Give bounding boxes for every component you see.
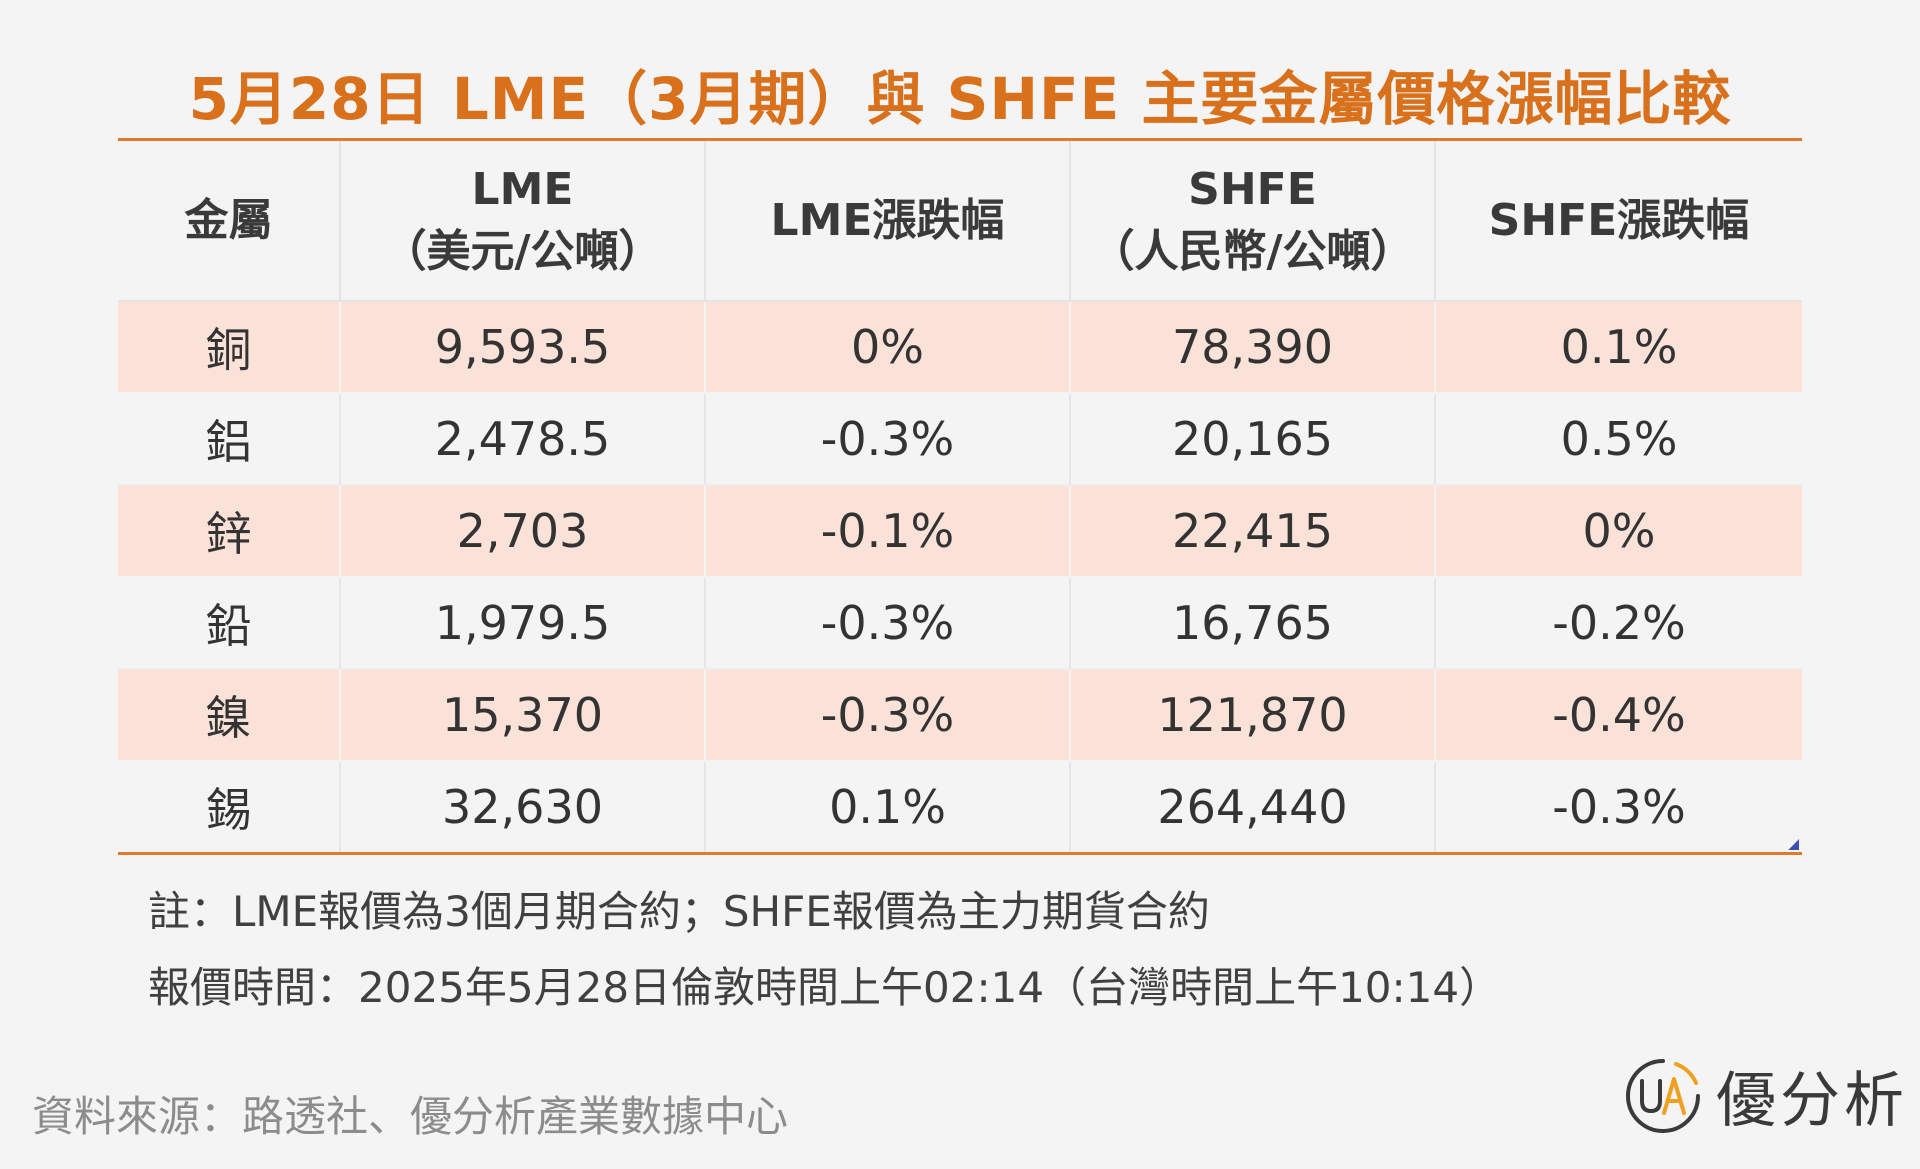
table-row: 鉛 1,979.5 -0.3% 16,765 -0.2% — [118, 577, 1802, 670]
header-label: SHFE — [1188, 163, 1317, 215]
header-unit: （美元/公噸） — [382, 225, 663, 277]
cell-shfe-change: -0.2% — [1434, 577, 1802, 670]
cell-shfe-price: 22,415 — [1069, 485, 1435, 578]
footnotes: 註：LME報價為3個月期合約；SHFE報價為主力期貨合約 報價時間：2025年5… — [148, 880, 1501, 1032]
cell-lme-change: -0.1% — [704, 485, 1070, 578]
header-lme-price: LME （美元/公噸） — [339, 139, 705, 302]
header-label: LME漲跌幅 — [770, 194, 1005, 246]
cell-shfe-change: 0% — [1434, 485, 1802, 578]
header-shfe-price: SHFE （人民幣/公噸） — [1069, 139, 1435, 302]
data-source: 資料來源：路透社、優分析產業數據中心 — [32, 1092, 789, 1141]
cell-shfe-price: 16,765 — [1069, 577, 1435, 670]
cell-metal: 鉛 — [118, 577, 340, 670]
header-shfe-change: SHFE漲跌幅 — [1434, 139, 1802, 302]
ua-logo-icon — [1626, 1058, 1700, 1133]
cell-shfe-price: 121,870 — [1069, 669, 1435, 762]
table-row: 銅 9,593.5 0% 78,390 0.1% — [118, 301, 1802, 394]
table-header: 金屬 LME （美元/公噸） LME漲跌幅 SHFE （人民幣/公噸） SHFE漲跌… — [118, 139, 1802, 302]
cell-shfe-price: 20,165 — [1069, 393, 1435, 486]
cell-lme-change: 0.1% — [704, 761, 1070, 855]
page-title: 5月28日 LME（3月期）與 SHFE 主要金屬價格漲幅比較 — [188, 65, 1732, 133]
footnote-contract: 註：LME報價為3個月期合約；SHFE報價為主力期貨合約 — [148, 887, 1210, 936]
cell-shfe-change: -0.4% — [1434, 669, 1802, 762]
cell-lme-price: 9,593.5 — [339, 301, 705, 394]
table-row: 鎳 15,370 -0.3% 121,870 -0.4% — [118, 669, 1802, 762]
footnote-quote-time: 報價時間：2025年5月28日倫敦時間上午02:14（台灣時間上午10:14） — [148, 963, 1502, 1012]
cell-shfe-price: 78,390 — [1069, 301, 1435, 394]
price-comparison-table: 金屬 LME （美元/公噸） LME漲跌幅 SHFE （人民幣/公噸） SHFE漲跌… — [118, 138, 1802, 855]
brand-logo: 優分析 — [1624, 1052, 1908, 1139]
cell-lme-change: 0% — [704, 301, 1070, 394]
table-header-row: 金屬 LME （美元/公噸） LME漲跌幅 SHFE （人民幣/公噸） SHFE漲跌… — [118, 139, 1802, 302]
cell-metal: 鋅 — [118, 485, 340, 578]
cell-lme-price: 1,979.5 — [339, 577, 705, 670]
header-metal: 金屬 — [118, 139, 340, 302]
cell-shfe-change: 0.1% — [1434, 301, 1802, 394]
header-lme-change: LME漲跌幅 — [704, 139, 1070, 302]
header-label: SHFE漲跌幅 — [1488, 194, 1750, 246]
table-body: 銅 9,593.5 0% 78,390 0.1% 鋁 2,478.5 -0.3%… — [118, 301, 1802, 855]
brand-name: 優分析 — [1716, 1066, 1908, 1136]
header-unit: （人民幣/公噸） — [1090, 225, 1415, 277]
cell-lme-price: 2,478.5 — [339, 393, 705, 486]
cell-lme-change: -0.3% — [704, 393, 1070, 486]
cell-shfe-price: 264,440 — [1069, 761, 1435, 855]
cell-shfe-change: 0.5% — [1434, 393, 1802, 486]
header-label: 金屬 — [184, 194, 273, 246]
table-row: 鋅 2,703 -0.1% 22,415 0% — [118, 485, 1802, 578]
cell-lme-change: -0.3% — [704, 669, 1070, 762]
resize-handle-icon — [1788, 839, 1799, 850]
cell-metal: 錫 — [118, 761, 340, 855]
cell-lme-price: 15,370 — [339, 669, 705, 762]
cell-shfe-change: -0.3% — [1434, 761, 1802, 855]
header-label: LME — [471, 163, 574, 215]
price-comparison-table-container: 金屬 LME （美元/公噸） LME漲跌幅 SHFE （人民幣/公噸） SHFE漲跌… — [118, 138, 1802, 855]
table-row: 鋁 2,478.5 -0.3% 20,165 0.5% — [118, 393, 1802, 486]
cell-lme-price: 32,630 — [339, 761, 705, 855]
cell-lme-price: 2,703 — [339, 485, 705, 578]
cell-metal: 鎳 — [118, 669, 340, 762]
cell-metal: 鋁 — [118, 393, 340, 486]
cell-lme-change: -0.3% — [704, 577, 1070, 670]
table-row: 錫 32,630 0.1% 264,440 -0.3% — [118, 761, 1802, 855]
cell-metal: 銅 — [118, 301, 340, 394]
